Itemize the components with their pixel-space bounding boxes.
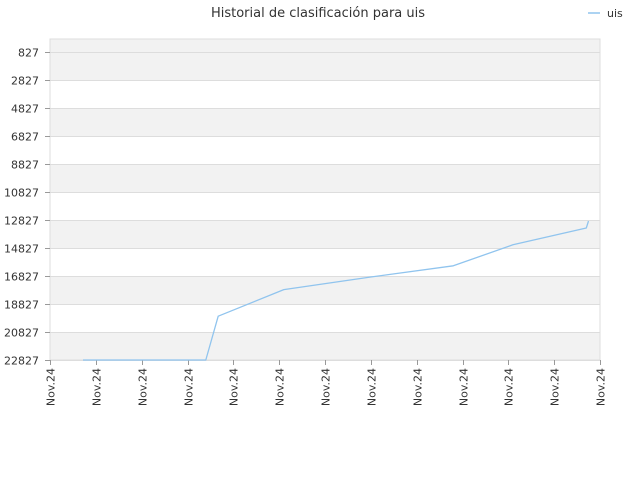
y-tick-label: 6827 (11, 131, 39, 144)
y-tick-label: 827 (18, 47, 39, 60)
x-tick-label: Nov.24 (45, 368, 58, 406)
x-tick-label: Nov.24 (228, 368, 241, 406)
plot-band (50, 248, 600, 276)
x-tick-label: Nov.24 (274, 368, 287, 406)
plot-band (50, 108, 600, 136)
plot-band (50, 332, 600, 360)
y-tick-label: 12827 (4, 215, 39, 228)
plot-band (50, 192, 600, 220)
plot-band (50, 39, 600, 80)
x-tick-label: Nov.24 (503, 368, 516, 406)
plot-band (50, 304, 600, 332)
plot-band (50, 136, 600, 164)
x-tick-label: Nov.24 (320, 368, 333, 406)
x-tick-label: Nov.24 (412, 368, 425, 406)
y-tick-label: 8827 (11, 159, 39, 172)
y-tick-label: 10827 (4, 187, 39, 200)
x-tick-label: Nov.24 (549, 368, 562, 406)
plot-band (50, 164, 600, 192)
x-tick-label: Nov.24 (137, 368, 150, 406)
legend-label-uis: uis (607, 7, 623, 20)
series-line-uis (83, 220, 590, 361)
x-tick-label: Nov.24 (595, 368, 608, 406)
plot-band (50, 276, 600, 304)
x-tick-label: Nov.24 (91, 368, 104, 406)
y-tick-label: 16827 (4, 271, 39, 284)
x-tick-label: Nov.24 (183, 368, 196, 406)
chart-title: Historial de clasificación para uis (211, 6, 425, 21)
x-tick-label: Nov.24 (366, 368, 379, 406)
legend: uis (588, 7, 623, 20)
plot-band (50, 220, 600, 248)
y-tick-label: 4827 (11, 103, 39, 116)
plot-band (50, 80, 600, 108)
x-tick-label: Nov.24 (458, 368, 471, 406)
y-tick-label: 18827 (4, 299, 39, 312)
y-tick-label: 14827 (4, 243, 39, 256)
y-tick-label: 2827 (11, 75, 39, 88)
y-tick-label: 20827 (4, 327, 39, 340)
y-tick-label: 22827 (4, 355, 39, 368)
